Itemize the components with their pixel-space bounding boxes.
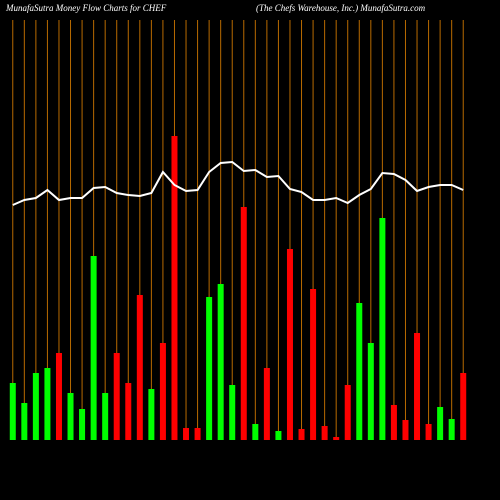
bar [263, 368, 270, 440]
bar [21, 403, 28, 440]
bar [90, 256, 97, 440]
bar [298, 429, 305, 440]
bar [286, 249, 293, 440]
bar [136, 295, 143, 440]
bar [414, 333, 421, 440]
bar [79, 409, 86, 440]
bar [448, 419, 455, 440]
price-line [12, 160, 464, 206]
bar [55, 353, 62, 440]
bar [32, 373, 39, 440]
bar [425, 424, 432, 440]
bar [113, 353, 120, 440]
chart-title: MunafaSutra Money Flow Charts for CHEF [5, 3, 167, 13]
bar [460, 373, 467, 440]
bar [333, 437, 340, 440]
bar [125, 383, 132, 440]
bar [171, 136, 178, 440]
bar [217, 284, 224, 440]
bar [367, 343, 374, 440]
bar [102, 393, 109, 440]
chart-subtitle: (The Chefs Warehouse, Inc.) MunafaSutra.… [256, 3, 426, 13]
bar [379, 218, 386, 440]
bar [321, 426, 328, 440]
bar [229, 385, 236, 440]
bar [390, 405, 397, 440]
bar [148, 389, 155, 440]
bar [159, 343, 166, 440]
bar [402, 420, 409, 440]
bar [206, 297, 213, 440]
bar [344, 385, 351, 440]
bar [437, 407, 444, 440]
bar [67, 393, 74, 440]
bar [44, 368, 51, 440]
bar [310, 289, 317, 440]
bar [275, 431, 282, 440]
bar [183, 428, 190, 440]
bar [240, 207, 247, 440]
bar [252, 424, 259, 440]
bar [356, 303, 363, 440]
bar [9, 383, 16, 440]
bar [194, 428, 201, 440]
